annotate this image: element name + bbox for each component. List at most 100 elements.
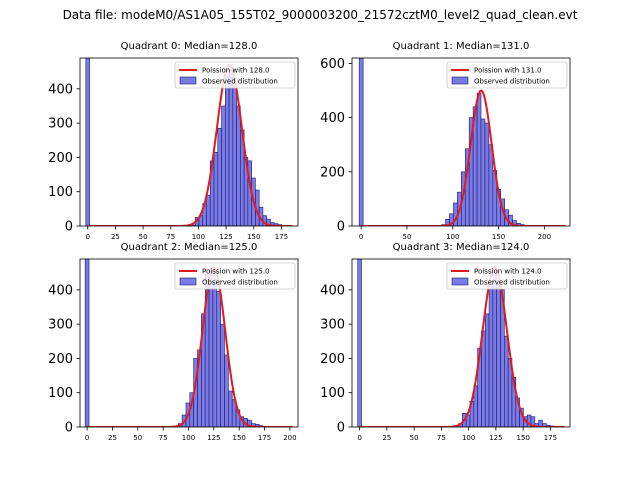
y-tick-label: 100 (48, 185, 73, 200)
legend-line-label: Poission with 131.0 (474, 67, 542, 75)
histogram-bar (504, 335, 509, 427)
y-tick-label: 300 (48, 318, 73, 333)
histogram-bar (476, 92, 482, 226)
x-tick-label: 125 (219, 233, 232, 241)
y-tick-label: 300 (48, 117, 73, 132)
legend: Poission with 131.0 Observed distribution (446, 61, 568, 89)
y-tick-label: 0 (65, 421, 73, 436)
x-tick-label: 150 (247, 233, 260, 241)
subplot-title: Quadrant 0: Median=128.0 (121, 41, 258, 52)
histogram-bar (481, 330, 486, 427)
x-tick-label: 75 (166, 233, 175, 241)
x-tick-label: 175 (544, 434, 557, 442)
histogram-bar (206, 194, 211, 226)
legend-line-label: Poission with 124.0 (474, 268, 542, 276)
histogram-bar (484, 313, 490, 427)
histogram-bar (488, 280, 494, 427)
axes-frame (79, 258, 299, 428)
y-tick-label: 100 (48, 386, 73, 401)
legend-bar-swatch (179, 76, 197, 85)
quadrant-3-panel: 0 25 50 75 100 125 150 175 0 100 200 300 400 Quadrant… (320, 242, 571, 442)
y-tick-label: 200 (320, 352, 345, 367)
y-tick-label: 0 (65, 220, 73, 235)
x-tick-label: 100 (182, 434, 195, 442)
x-tick-label: 50 (410, 434, 419, 442)
legend: Poission with 128.0 Observed distribution (174, 61, 296, 89)
legend-bar-label: Observed distribution (202, 279, 278, 287)
x-tick-label: 100 (462, 434, 475, 442)
y-tick-label: 100 (320, 386, 345, 401)
quadrant-0-panel: 0 25 50 75 100 125 150 175 0 100 200 300 400 Quadrant… (48, 41, 299, 241)
y-tick-label: 400 (320, 111, 345, 126)
quadrant-1-panel: 0 50 100 150 200 0 200 400 600 Quadrant 1: Median… (320, 41, 571, 241)
y-tick-label: 0 (337, 220, 345, 235)
x-tick-label: 100 (446, 233, 459, 241)
quadrant-3-plot-area (357, 259, 565, 427)
x-tick-label: 150 (516, 434, 529, 442)
histogram-bar (216, 291, 221, 427)
x-tick-label: 150 (233, 434, 246, 442)
poisson-fit-line (361, 89, 566, 226)
histogram-bar (221, 105, 226, 226)
legend-bar-label: Observed distribution (474, 279, 550, 287)
x-tick-label: 75 (159, 434, 168, 442)
axes-frame (351, 57, 571, 227)
subplot-title: Quadrant 3: Median=124.0 (393, 242, 530, 253)
histogram-bar (225, 74, 230, 226)
x-tick-label: 150 (492, 233, 505, 241)
legend-box (446, 262, 568, 290)
histogram-bar (213, 151, 219, 226)
subplot-title: Quadrant 2: Median=125.0 (121, 242, 258, 253)
histogram-bar (217, 127, 222, 226)
legend-box (174, 262, 296, 290)
histogram-bar (357, 259, 362, 427)
x-tick-label: 0 (86, 233, 90, 241)
quadrant-1-plot-area (358, 58, 566, 226)
histogram-bar (228, 64, 234, 226)
x-tick-label: 25 (382, 434, 391, 442)
histogram-bar (85, 58, 90, 226)
histogram-bar (496, 286, 501, 427)
poisson-fit-line (87, 63, 293, 226)
histogram-bar (220, 323, 225, 427)
x-tick-label: 50 (133, 434, 142, 442)
legend-bar-label: Observed distribution (474, 78, 550, 86)
y-tick-label: 400 (320, 283, 345, 298)
x-tick-label: 125 (489, 434, 502, 442)
histogram-bar (492, 270, 497, 427)
x-tick-label: 0 (357, 434, 361, 442)
x-tick-label: 175 (275, 233, 288, 241)
histogram-bar (224, 354, 229, 427)
y-tick-label: 600 (320, 57, 345, 72)
histogram-bar (208, 268, 214, 427)
legend-box (446, 61, 568, 89)
y-tick-label: 200 (48, 151, 73, 166)
legend-bar-label: Observed distribution (202, 78, 278, 86)
x-tick-label: 125 (207, 434, 220, 442)
poisson-fit-line (359, 266, 565, 427)
x-tick-label: 200 (283, 434, 296, 442)
x-tick-label: 100 (192, 233, 205, 241)
axes-frame (79, 57, 299, 227)
y-tick-label: 0 (337, 421, 345, 436)
y-tick-label: 200 (48, 352, 73, 367)
figure-suptitle: Data file: modeM0/AS1A05_155T02_90000032… (62, 8, 578, 22)
y-tick-label: 300 (320, 318, 345, 333)
histogram-bar (480, 118, 486, 226)
x-tick-label: 0 (85, 434, 89, 442)
legend-line-label: Poission with 125.0 (202, 268, 270, 276)
legend: Poission with 125.0 Observed distribution (174, 262, 296, 290)
axes-frame (351, 258, 571, 428)
histogram-bar (236, 105, 241, 226)
x-tick-label: 175 (258, 434, 271, 442)
y-tick-label: 400 (48, 283, 73, 298)
legend-bar-swatch (179, 277, 197, 286)
x-tick-label: 200 (538, 233, 551, 241)
x-tick-label: 50 (402, 233, 411, 241)
y-tick-label: 400 (48, 82, 73, 97)
x-tick-label: 25 (111, 233, 120, 241)
histogram-bar (358, 58, 364, 226)
histogram-bar (228, 390, 233, 427)
legend-line-label: Poission with 128.0 (202, 67, 270, 75)
x-tick-label: 75 (437, 434, 446, 442)
